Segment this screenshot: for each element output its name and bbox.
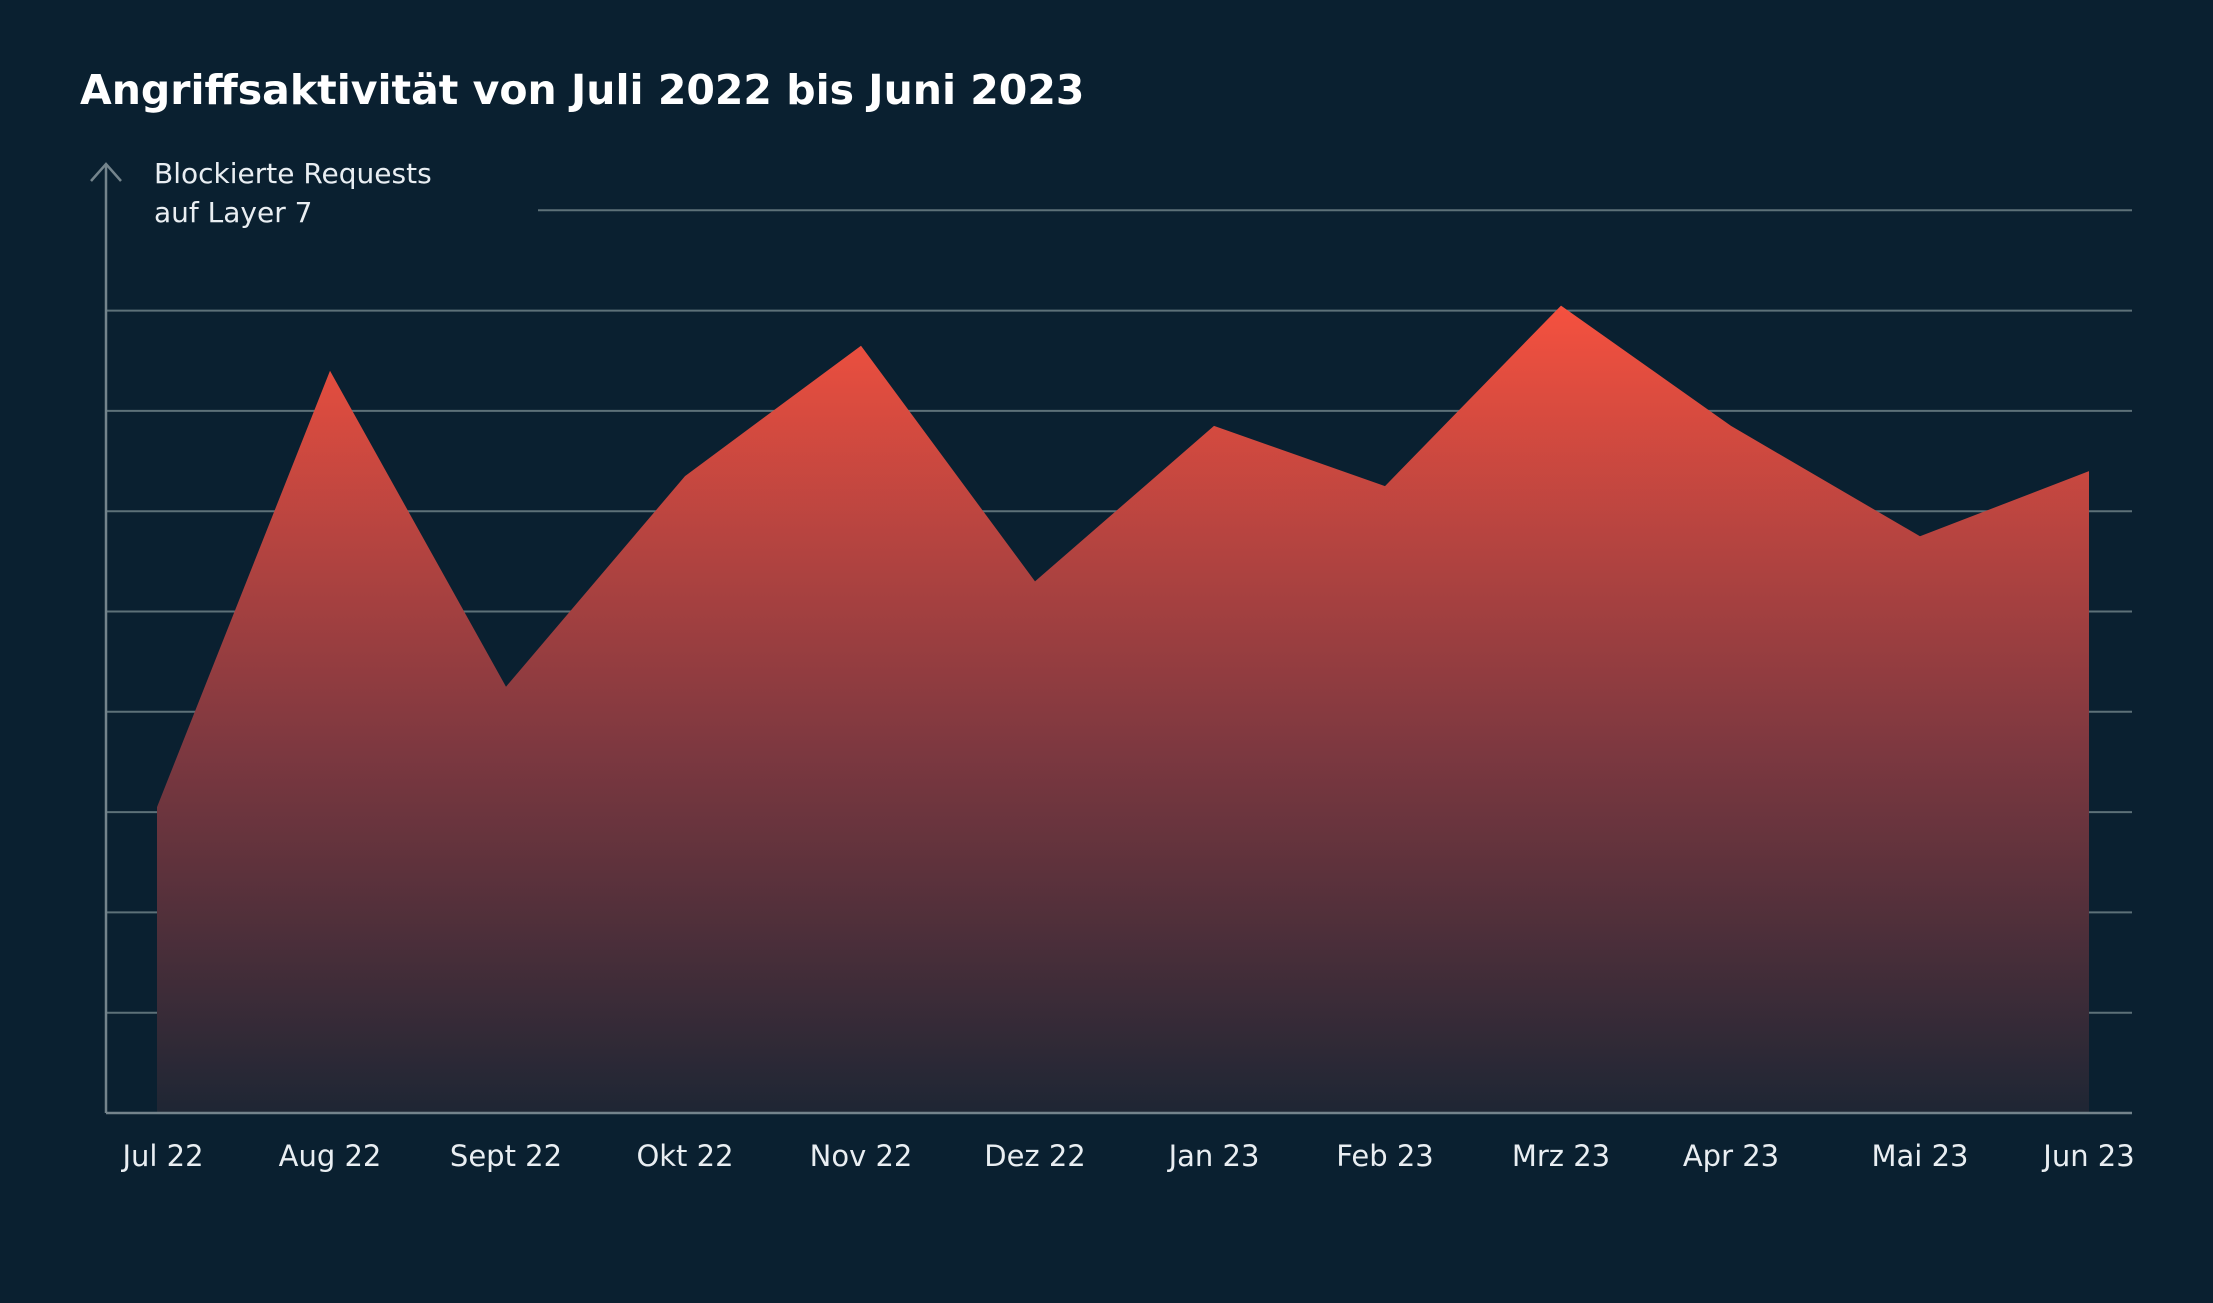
x-tick-label: Jun 23 [2041, 1139, 2134, 1173]
x-tick-label: Mrz 23 [1512, 1139, 1610, 1173]
x-tick-label: Nov 22 [810, 1139, 913, 1173]
axes [90, 162, 2132, 1115]
x-tick-labels: Jul 22 Aug 22 Sept 22 Okt 22 Nov 22 Dez 22 Jan… [120, 1139, 2134, 1173]
x-tick-label: Aug 22 [279, 1139, 382, 1173]
x-tick-label: Dez 22 [984, 1139, 1086, 1173]
x-tick-label: Sept 22 [450, 1139, 562, 1173]
y-axis-label-line-1: Blockierte Requests [154, 157, 432, 190]
x-tick-label: Mai 23 [1872, 1139, 1969, 1173]
x-tick-label: Jan 23 [1167, 1139, 1260, 1173]
y-axis-arrow-icon [90, 162, 122, 182]
x-tick-label: Feb 23 [1336, 1139, 1433, 1173]
chart-title: Angriffsaktivität von Juli 2022 bis Juni… [80, 66, 1084, 114]
x-tick-label: Jul 22 [120, 1139, 203, 1173]
x-tick-label: Apr 23 [1683, 1139, 1779, 1173]
series-area [157, 305, 2089, 1114]
y-axis-label-line-2: auf Layer 7 [154, 196, 312, 229]
x-tick-label: Okt 22 [636, 1139, 733, 1173]
